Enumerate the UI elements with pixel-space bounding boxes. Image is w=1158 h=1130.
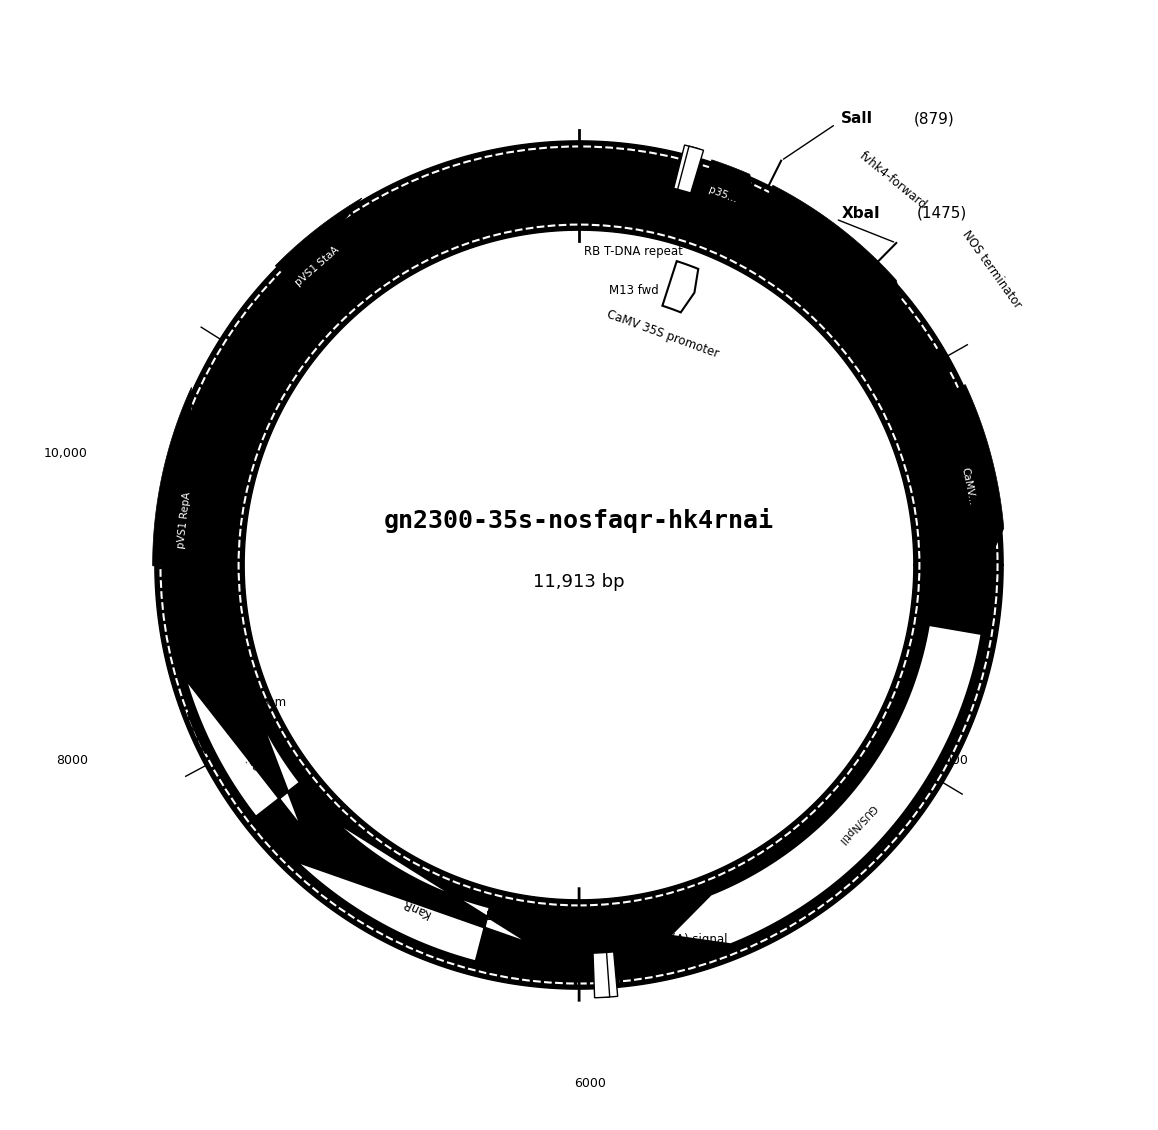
Polygon shape <box>155 141 1003 989</box>
Polygon shape <box>897 347 952 391</box>
Polygon shape <box>604 940 623 986</box>
Polygon shape <box>185 663 301 827</box>
Text: p35...: p35... <box>706 184 738 205</box>
Polygon shape <box>670 625 982 945</box>
Text: LB T-DNA repeat: LB T-DNA repeat <box>485 910 582 923</box>
Text: 10,000: 10,000 <box>44 446 88 460</box>
Text: GUS/NptII: GUS/NptII <box>836 802 878 845</box>
Text: 11,913 bp: 11,913 bp <box>533 573 625 591</box>
Polygon shape <box>296 822 530 962</box>
Polygon shape <box>188 697 245 754</box>
Text: RB T-DNA repeat: RB T-DNA repeat <box>585 245 683 258</box>
Text: pVS1 RepA: pVS1 RepA <box>176 492 192 549</box>
Polygon shape <box>674 145 699 192</box>
Text: CaMV...: CaMV... <box>960 467 977 506</box>
Text: NOS terminator: NOS terminator <box>960 228 1024 311</box>
Text: ori: ori <box>245 751 264 772</box>
Polygon shape <box>913 384 1004 591</box>
Text: CaMV poly(A) signal: CaMV poly(A) signal <box>609 933 727 946</box>
Text: M13 fwd: M13 fwd <box>609 284 659 297</box>
Polygon shape <box>593 953 610 998</box>
Text: (879): (879) <box>914 111 954 127</box>
Text: fvhk4-forward: fvhk4-forward <box>857 149 930 211</box>
Polygon shape <box>747 185 913 349</box>
Text: 4000: 4000 <box>936 754 968 767</box>
Polygon shape <box>695 159 754 224</box>
Text: bom: bom <box>261 696 287 710</box>
Text: 6000: 6000 <box>574 1078 606 1090</box>
Text: pVS1 StaA: pVS1 StaA <box>293 244 342 288</box>
Polygon shape <box>600 951 617 998</box>
Text: 8000: 8000 <box>56 754 88 767</box>
Polygon shape <box>662 261 698 312</box>
Text: gn2300-35s-nosfaqr-hk4rnai: gn2300-35s-nosfaqr-hk4rnai <box>384 507 774 533</box>
Text: (1475): (1475) <box>917 206 967 221</box>
Text: SalI: SalI <box>841 111 873 127</box>
Text: XbaI: XbaI <box>841 206 880 221</box>
Text: CaMV 35S promoter: CaMV 35S promoter <box>604 307 720 360</box>
Text: KanR: KanR <box>400 895 432 920</box>
Polygon shape <box>266 198 391 319</box>
Polygon shape <box>153 388 244 635</box>
Polygon shape <box>677 146 704 193</box>
Text: 2000: 2000 <box>914 431 946 443</box>
